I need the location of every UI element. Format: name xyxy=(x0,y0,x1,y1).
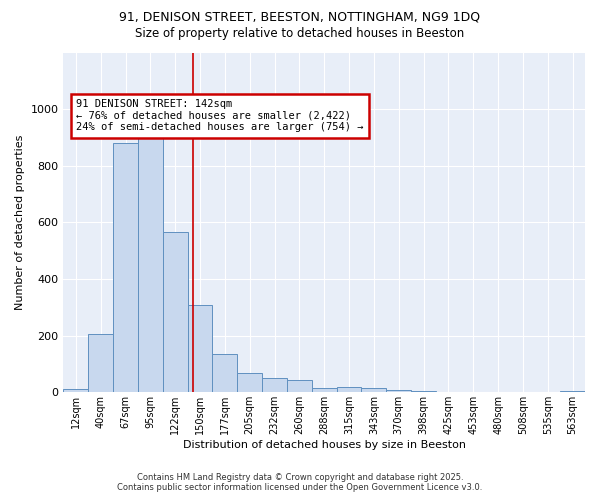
Bar xyxy=(237,374,262,392)
Bar xyxy=(560,391,585,392)
Bar xyxy=(386,390,411,392)
Bar xyxy=(262,378,287,392)
Bar xyxy=(113,143,138,392)
Bar xyxy=(163,232,188,392)
Text: 91, DENISON STREET, BEESTON, NOTTINGHAM, NG9 1DQ: 91, DENISON STREET, BEESTON, NOTTINGHAM,… xyxy=(119,10,481,23)
Text: 91 DENISON STREET: 142sqm
← 76% of detached houses are smaller (2,422)
24% of se: 91 DENISON STREET: 142sqm ← 76% of detac… xyxy=(76,99,364,132)
Bar xyxy=(287,380,312,392)
Bar xyxy=(88,334,113,392)
Bar xyxy=(361,388,386,392)
Text: Size of property relative to detached houses in Beeston: Size of property relative to detached ho… xyxy=(136,28,464,40)
Bar xyxy=(312,388,337,392)
Bar xyxy=(337,387,361,392)
Bar xyxy=(411,391,436,392)
Bar xyxy=(188,304,212,392)
X-axis label: Distribution of detached houses by size in Beeston: Distribution of detached houses by size … xyxy=(183,440,466,450)
Text: Contains HM Land Registry data © Crown copyright and database right 2025.
Contai: Contains HM Land Registry data © Crown c… xyxy=(118,473,482,492)
Y-axis label: Number of detached properties: Number of detached properties xyxy=(15,134,25,310)
Bar xyxy=(212,354,237,393)
Bar xyxy=(138,138,163,392)
Bar xyxy=(64,390,88,392)
